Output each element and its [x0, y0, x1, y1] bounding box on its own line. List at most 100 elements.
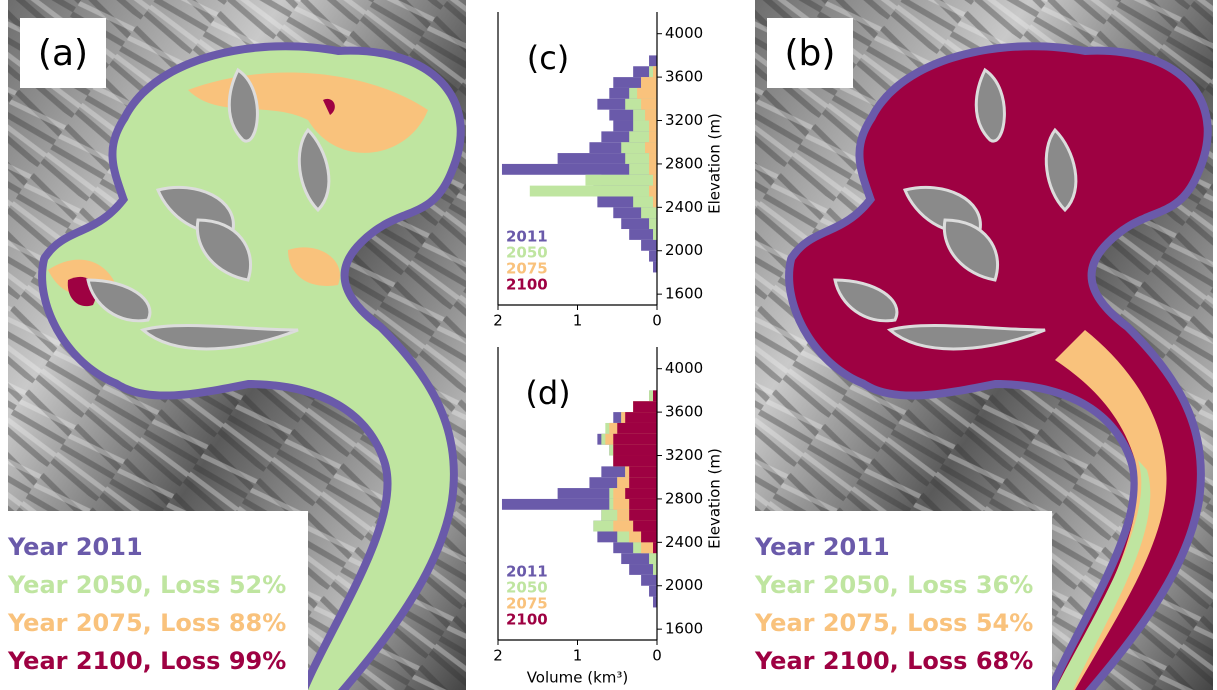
histogram-bar	[637, 87, 657, 99]
histogram-bar	[629, 163, 657, 175]
legend-entry: Year 2050, Loss 36%	[754, 571, 1033, 599]
histogram-bar	[629, 131, 657, 143]
histogram-bar	[649, 153, 657, 164]
histogram-bar	[653, 229, 657, 240]
legend-entry: 2011	[506, 228, 548, 246]
histogram-bar	[629, 477, 657, 489]
panel-label-box	[767, 18, 853, 88]
histogram-bar	[641, 239, 657, 251]
y-tick-label: 4000	[665, 24, 703, 42]
histogram-bar	[613, 207, 657, 219]
panel-label-box	[20, 18, 106, 88]
histogram-bar	[597, 196, 657, 208]
histogram-bar	[649, 553, 657, 565]
histogram-bar	[649, 55, 657, 67]
histogram-bar	[633, 66, 657, 78]
glacier-2100	[323, 98, 335, 115]
histogram-bar	[629, 498, 657, 510]
histogram-bar	[557, 153, 657, 164]
histogram-bar	[585, 174, 657, 186]
rock-outcrop	[1044, 127, 1078, 213]
histogram-bar	[617, 422, 657, 434]
histogram-bar	[649, 120, 657, 132]
histogram-bar	[633, 520, 657, 532]
y-tick-label: 3200	[665, 111, 703, 129]
histogram-bar	[645, 142, 657, 154]
histogram-bar	[653, 564, 657, 575]
histogram-bar	[653, 261, 657, 273]
y-tick-label: 2400	[665, 533, 703, 551]
histogram-bar	[625, 412, 657, 423]
histogram-bar	[557, 488, 657, 499]
legend-entry: Year 2075, Loss 88%	[7, 609, 286, 637]
histogram-bar	[641, 77, 657, 88]
y-axis-label: Elevation (m)	[706, 113, 724, 214]
histogram-bar	[629, 509, 657, 521]
y-tick-label: 3600	[665, 68, 703, 86]
histogram-bar	[633, 196, 657, 208]
y-tick-label: 4000	[665, 359, 703, 377]
y-tick-label: 2400	[665, 198, 703, 216]
y-tick-label: 2000	[665, 241, 703, 259]
panel-label: (b)	[785, 33, 836, 74]
rock-outcrop	[833, 278, 899, 323]
legend-entry: 2050	[506, 244, 548, 262]
legend-entry: Year 2011	[754, 533, 890, 561]
y-tick-label: 2000	[665, 576, 703, 594]
rock-outcrop	[227, 67, 259, 143]
legend-entry: 2050	[506, 579, 548, 597]
rock-outcrop	[139, 324, 299, 351]
histogram-bar	[625, 488, 657, 499]
legend-entry: 2075	[506, 260, 548, 278]
histogram-bar	[613, 444, 657, 456]
y-tick-label: 3200	[665, 446, 703, 464]
histogram-bar	[653, 196, 657, 208]
histogram-bar	[629, 229, 657, 240]
histogram-bar	[629, 564, 657, 575]
legend-entry: 2100	[506, 611, 548, 629]
histogram-bar	[649, 218, 657, 230]
y-tick-label: 1600	[665, 620, 703, 638]
histogram-bar	[501, 163, 657, 175]
rock-outcrop	[86, 278, 152, 323]
histogram-bar	[625, 153, 657, 164]
histogram-bar	[641, 574, 657, 586]
x-tick-label: 2	[493, 312, 503, 330]
histogram-bar	[529, 185, 657, 197]
legend-entry: Year 2075, Loss 54%	[754, 609, 1033, 637]
histogram-bar	[645, 109, 657, 121]
histogram-bar	[641, 542, 657, 554]
x-axis-label: Volume (km³)	[527, 669, 629, 687]
legend-entry: Year 2011	[7, 533, 143, 561]
histogram-bar	[649, 250, 657, 262]
panel-label: (d)	[525, 374, 570, 412]
histogram-bar	[653, 596, 657, 608]
x-tick-label: 2	[493, 647, 503, 665]
legend-entry: 2075	[506, 595, 548, 613]
map-panel: (a) Year 2011 Year 2050, Loss 52% Year 2075…	[0, 0, 466, 690]
histogram-bar	[633, 120, 657, 132]
y-tick-label: 2800	[665, 154, 703, 172]
histogram-bar	[641, 98, 657, 110]
histogram-bar	[649, 163, 657, 175]
legend-box	[744, 511, 1052, 690]
glacier-remaining	[46, 50, 457, 690]
histogram-bar	[641, 207, 657, 219]
rock-outcrop	[886, 324, 1046, 351]
legend-entry: Year 2100, Loss 68%	[754, 647, 1033, 675]
histogram-bar	[649, 131, 657, 143]
histogram-bar	[641, 531, 657, 543]
histogram-bar	[629, 466, 657, 478]
x-tick-label: 0	[652, 312, 662, 330]
glacier-remaining	[793, 50, 1204, 690]
histogram-bar	[653, 174, 657, 186]
histogram-bar	[653, 542, 657, 554]
x-tick-label: 1	[573, 312, 583, 330]
legend-entry: 2100	[506, 276, 548, 294]
panel-label: (c)	[527, 39, 570, 77]
panel-label: (a)	[38, 33, 88, 74]
rock-outcrop	[974, 67, 1006, 143]
histogram-bar	[653, 390, 657, 402]
